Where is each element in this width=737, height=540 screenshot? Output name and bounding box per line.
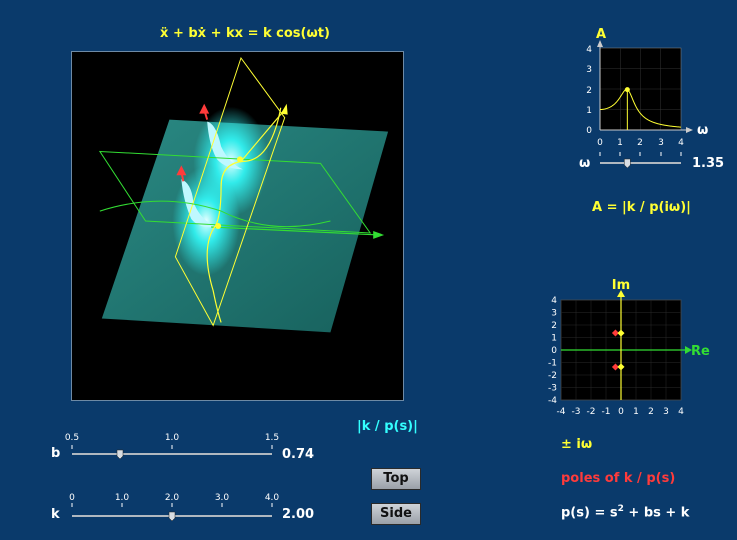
- b-slider-value: 0.74: [282, 447, 315, 462]
- pole-x-tick: -2: [587, 407, 596, 417]
- pole-x-tick: -4: [557, 407, 566, 417]
- amp-x-axis-label: ω: [697, 123, 708, 138]
- pole-y-tick: 2: [551, 321, 557, 331]
- re-axis-3d-arrowhead: [373, 230, 385, 239]
- k-tick-0: 0: [69, 493, 75, 503]
- legend-poles: poles of k / p(s): [561, 471, 676, 486]
- amp-y-tick-4: 4: [586, 45, 592, 55]
- amp-y-tick-2: 2: [586, 86, 592, 96]
- k-tick-3: 3.0: [215, 493, 230, 503]
- pole-y-tick: -2: [548, 371, 557, 381]
- k-slider-scale: 0 1.0 2.0 3.0 4.0: [69, 493, 280, 522]
- amplitude-curve: [600, 88, 682, 128]
- pole-y-tick: 0: [551, 346, 557, 356]
- amplitude-curve-3d: [206, 107, 282, 323]
- b-slider-scale: 0.5 1.0 1.5: [65, 433, 279, 460]
- im-axis-3d-arrowhead: [280, 103, 288, 115]
- pole-x-tick: -1: [602, 407, 611, 417]
- i-omega-point-upper: [237, 156, 243, 163]
- k-tick-4: 4.0: [265, 493, 280, 503]
- pole-x-tick: 0: [618, 407, 624, 417]
- i-omega-marker[interactable]: [617, 363, 625, 371]
- pole-x-tick: -3: [572, 407, 581, 417]
- pole-y-tick: -4: [548, 396, 557, 406]
- omega-slider-group: [590, 148, 700, 172]
- surface-label: |k / p(s)|: [357, 419, 418, 434]
- omega-slider-thumb[interactable]: [624, 158, 631, 169]
- pole-y-tick: -1: [548, 359, 557, 369]
- green-surface-curve: [99, 200, 331, 228]
- amp-x-tick-2: 2: [637, 138, 643, 146]
- poly-suffix: + bs + k: [623, 505, 690, 521]
- side-view-button[interactable]: Side: [371, 503, 421, 525]
- i-omega-marker[interactable]: [617, 329, 625, 337]
- amplitude-plot: A ω 4 3 2 1 0 0 1 2 3 4: [575, 26, 715, 148]
- amp-y-axis-arrowhead: [597, 40, 603, 47]
- b-slider-thumb[interactable]: [116, 449, 124, 460]
- re-axis-arrowhead: [685, 346, 692, 354]
- equation-title: ẍ + bẋ + kx = k cos(ωt): [160, 26, 330, 41]
- k-tick-2: 2.0: [165, 493, 180, 503]
- pole-y-tick: 1: [551, 334, 557, 344]
- surface-3d-canvas[interactable]: [72, 52, 403, 400]
- b-slider-label: b: [51, 446, 61, 461]
- top-view-button[interactable]: Top: [371, 468, 421, 490]
- k-tick-1: 1.0: [115, 493, 130, 503]
- green-plane-outline: [98, 150, 372, 234]
- i-omega-point-lower: [215, 223, 222, 229]
- amp-omega-marker-dot: [624, 87, 630, 93]
- pole-x-tick: 4: [678, 407, 684, 417]
- re-axis-3d: [211, 226, 379, 236]
- k-slider-group: 0 1.0 2.0 3.0 4.0: [60, 490, 300, 530]
- poly-prefix: p(s) = s: [561, 505, 618, 521]
- amp-x-axis-arrowhead: [686, 127, 693, 133]
- amp-y-tick-3: 3: [586, 65, 592, 75]
- omega-slider-label: ω: [579, 156, 591, 171]
- k-slider-thumb[interactable]: [168, 511, 176, 522]
- amplitude-formula: A = |k / p(iω)|: [592, 200, 691, 215]
- pole-y-tick: 4: [551, 296, 557, 306]
- pole-plot: Im Re 4 3 2 1 0 -1 -2 -3 -4 -4 -3 -2 -1 0 1 2 3 4: [540, 276, 720, 426]
- yellow-plane-outline: [174, 56, 286, 327]
- pole-x-tick: 2: [648, 407, 654, 417]
- surface-3d-view[interactable]: [71, 51, 404, 401]
- pole-x-tick: 3: [663, 407, 669, 417]
- poly-exponent: 2: [617, 504, 624, 514]
- amplitude-plot-canvas: A ω 4 3 2 1 0 0 1 2 3 4: [586, 27, 708, 148]
- pole-arrow-lower-head: [176, 165, 187, 176]
- pole-x-tick: 1: [633, 407, 639, 417]
- pole-y-axis-label: Im: [612, 278, 630, 293]
- pole-arrow-upper-head: [199, 103, 210, 114]
- amp-x-tick-3: 3: [658, 138, 664, 146]
- omega-slider-scale: [599, 152, 682, 169]
- legend-i-omega: ± iω: [561, 437, 593, 452]
- im-axis-arrowhead: [617, 290, 625, 297]
- amp-x-tick-1: 1: [617, 138, 623, 146]
- im-axis-3d: [240, 109, 286, 162]
- b-tick-1: 1.0: [165, 433, 180, 443]
- b-tick-2: 1.5: [265, 433, 279, 443]
- amp-x-tick-4: 4: [678, 138, 684, 146]
- b-slider-group: 0.5 1.0 1.5: [60, 428, 300, 468]
- pole-y-tick: -3: [548, 384, 557, 394]
- omega-slider-value: 1.35: [692, 156, 725, 171]
- peak-spike-lower: [181, 179, 217, 228]
- k-slider-value: 2.00: [282, 507, 315, 522]
- legend-polynomial: p(s) = s2 + bs + k: [561, 504, 689, 520]
- pole-marker: [611, 363, 619, 371]
- amp-x-tick-0: 0: [597, 138, 603, 146]
- amp-y-tick-0: 0: [586, 126, 592, 136]
- b-tick-0: 0.5: [65, 433, 79, 443]
- k-slider-label: k: [51, 507, 60, 522]
- amp-y-axis-label: A: [596, 27, 606, 42]
- amp-y-tick-1: 1: [586, 106, 592, 116]
- pole-y-tick: 3: [551, 309, 557, 319]
- pole-x-axis-label: Re: [691, 344, 710, 359]
